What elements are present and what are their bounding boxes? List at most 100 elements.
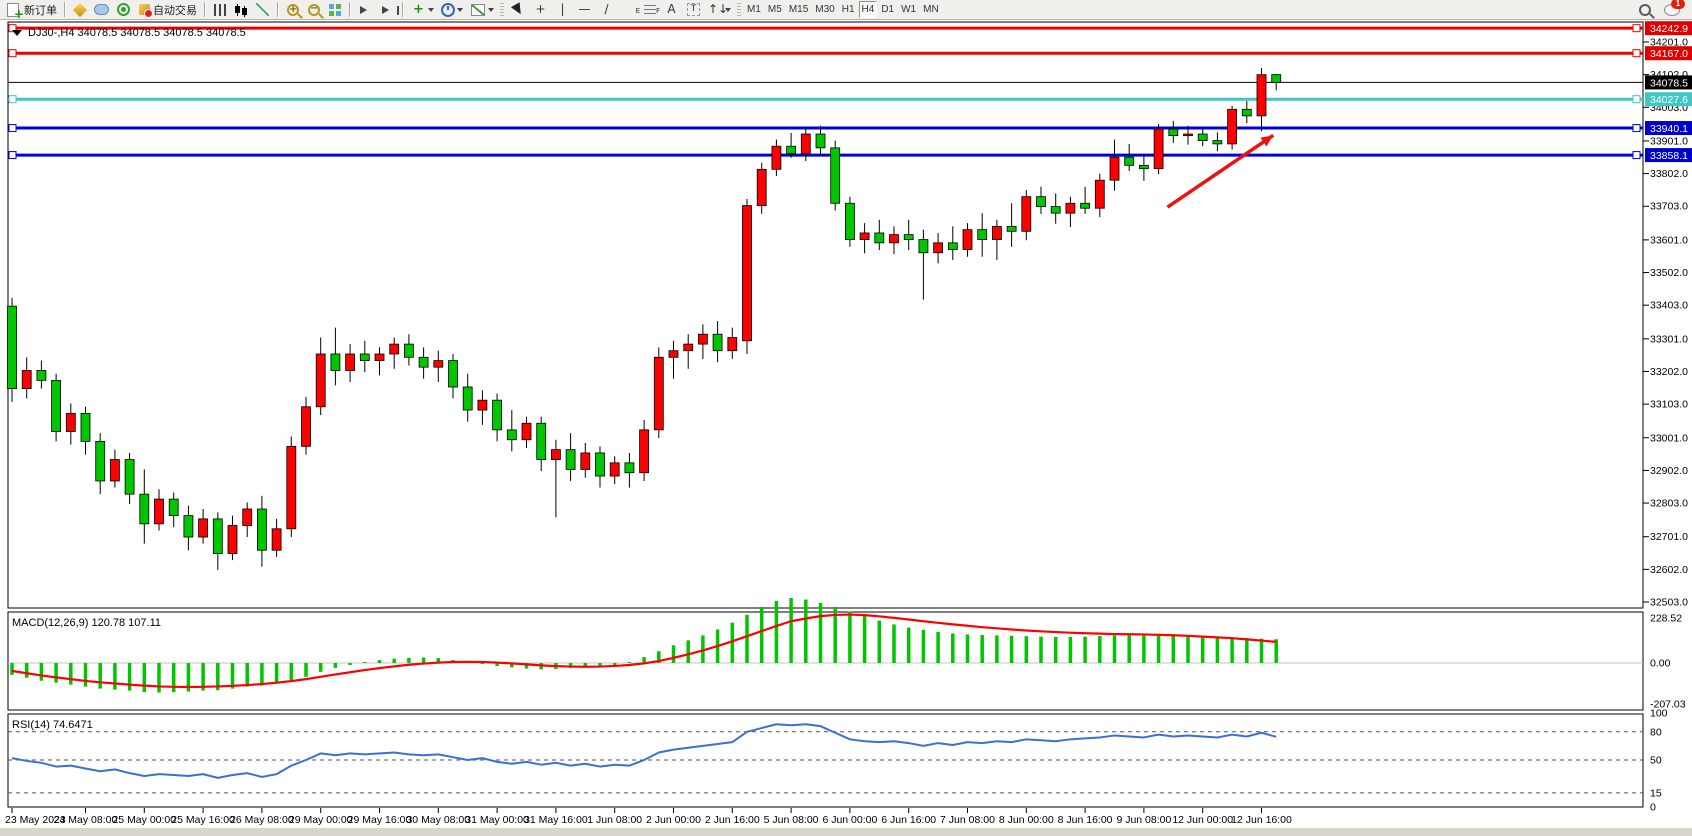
time-tick-label[interactable]: 2 Jun 00:00 xyxy=(646,814,701,826)
symbol-dropdown-icon[interactable] xyxy=(12,30,22,36)
candle xyxy=(933,242,943,254)
tf-w1-button[interactable]: W1 xyxy=(898,1,919,18)
indicators-button[interactable]: + xyxy=(408,1,437,18)
notifications-button[interactable]: 1 xyxy=(1661,0,1685,18)
tf-m5-button[interactable]: M5 xyxy=(765,1,785,18)
chart-shift-icon xyxy=(382,5,399,15)
new-order-button-label: 新订单 xyxy=(24,4,57,17)
cursor-button[interactable] xyxy=(507,1,529,18)
trend-arrow[interactable] xyxy=(1166,133,1275,209)
time-tick-label[interactable]: 24 May 08:00 xyxy=(54,814,118,826)
time-tick-label[interactable]: 6 Jun 00:00 xyxy=(822,814,877,826)
hline-handle[interactable] xyxy=(1632,95,1641,104)
hline-handle[interactable] xyxy=(8,95,17,104)
hline-handle[interactable] xyxy=(1632,24,1641,33)
price-badge xyxy=(1645,21,1692,36)
candle xyxy=(1153,128,1164,170)
time-tick-label[interactable]: 12 Jun 16:00 xyxy=(1231,814,1292,826)
time-tick-label[interactable]: 31 May 16:00 xyxy=(524,814,588,826)
market-button[interactable] xyxy=(70,1,90,18)
arrows-icon: ↑↓ xyxy=(708,2,729,16)
periods-button[interactable] xyxy=(438,1,466,18)
cursor-icon xyxy=(510,2,526,17)
time-tick-label[interactable]: 30 May 08:00 xyxy=(406,814,470,826)
tf-m15-button[interactable]: M15 xyxy=(786,1,811,18)
zoom-in-button[interactable] xyxy=(283,1,303,18)
hline-handle[interactable] xyxy=(8,124,17,133)
tf-m5-button-label: M5 xyxy=(767,4,782,15)
tf-d1-button[interactable]: D1 xyxy=(878,1,897,18)
toolbar-group-timeframes: M1 M5 M15 M30 H1 H4 D1 W1 MN xyxy=(744,1,942,18)
candle xyxy=(330,353,341,371)
tf-m30-button[interactable]: M30 xyxy=(812,1,837,18)
candlestick-chart-button[interactable] xyxy=(231,1,251,18)
rsi-label: RSI(14) 74.6471 xyxy=(12,719,93,731)
candle xyxy=(668,350,679,358)
trendline-button[interactable]: / xyxy=(596,1,617,18)
hline-handle[interactable] xyxy=(1632,49,1641,58)
price-tick-label: 33202.0 xyxy=(1650,366,1688,378)
time-tick-label[interactable]: 9 Jun 08:00 xyxy=(1116,814,1171,826)
autotrade-button[interactable]: 自动交易 xyxy=(135,1,200,18)
hline-handle[interactable] xyxy=(1632,151,1641,160)
candle xyxy=(874,232,885,244)
time-tick-label[interactable]: 31 May 00:00 xyxy=(465,814,529,826)
channel-button[interactable] xyxy=(618,1,639,19)
price-tick-label: 33802.0 xyxy=(1650,168,1688,180)
crosshair-button[interactable]: + xyxy=(530,1,551,18)
tf-mn-button[interactable]: MN xyxy=(920,1,942,18)
price-badge-label: 34078.5 xyxy=(1650,77,1688,89)
auto-scroll-icon xyxy=(360,5,371,14)
time-tick-label[interactable]: 8 Jun 00:00 xyxy=(999,814,1054,826)
candle xyxy=(256,508,267,551)
time-tick-label[interactable]: 8 Jun 16:00 xyxy=(1058,814,1113,826)
time-tick-label[interactable]: 29 May 16:00 xyxy=(348,814,412,826)
candle xyxy=(918,239,929,254)
trendline-icon: / xyxy=(604,2,609,16)
price-tick-label: 33703.0 xyxy=(1650,201,1688,213)
tf-h1-button[interactable]: H1 xyxy=(839,1,858,18)
community-button[interactable] xyxy=(91,1,112,18)
time-tick-label[interactable]: 7 Jun 08:00 xyxy=(940,814,995,826)
price-chart[interactable]: DJ30-,H4 34078.5 34078.5 34078.5 34078.5… xyxy=(0,20,1692,836)
search-button[interactable] xyxy=(1635,1,1655,18)
time-tick-label[interactable]: 6 Jun 16:00 xyxy=(881,814,936,826)
hline-handle[interactable] xyxy=(8,24,17,33)
hline-handle[interactable] xyxy=(1632,124,1641,133)
time-tick-label[interactable]: 29 May 00:00 xyxy=(289,814,353,826)
new-order-button[interactable]: 新订单 xyxy=(3,1,60,22)
time-tick-label[interactable]: 23 May 2023 xyxy=(5,814,66,826)
time-tick-label[interactable]: 25 May 16:00 xyxy=(171,814,235,826)
chart-shift-button[interactable] xyxy=(377,1,399,18)
candle xyxy=(448,360,458,388)
hline-handle[interactable] xyxy=(8,49,17,58)
horizontal-line-button[interactable]: — xyxy=(574,1,595,18)
signals-button[interactable] xyxy=(113,1,134,18)
candle xyxy=(1109,156,1120,181)
price-badge-label: 34242.9 xyxy=(1650,23,1688,35)
time-tick-label[interactable]: 1 Jun 08:00 xyxy=(587,814,642,826)
text-button[interactable]: A xyxy=(661,1,682,18)
tf-h4-button[interactable]: H4 xyxy=(858,1,878,18)
candle xyxy=(477,399,488,411)
arrows-button[interactable]: ↑↓ xyxy=(705,1,734,18)
zoom-out-button[interactable] xyxy=(304,1,324,18)
text-label-button[interactable]: T xyxy=(683,1,704,18)
templates-button[interactable] xyxy=(467,1,497,18)
fibonacci-button[interactable] xyxy=(640,1,660,19)
time-tick-label[interactable]: 2 Jun 16:00 xyxy=(705,814,760,826)
candle xyxy=(889,234,899,244)
candle xyxy=(389,343,400,355)
tf-m1-button[interactable]: M1 xyxy=(744,1,764,18)
time-tick-label[interactable]: 12 Jun 00:00 xyxy=(1172,814,1233,826)
time-tick-label[interactable]: 26 May 08:00 xyxy=(230,814,294,826)
line-chart-button[interactable] xyxy=(252,1,273,18)
vertical-line-button[interactable]: | xyxy=(552,1,573,18)
hline-handle[interactable] xyxy=(8,151,17,160)
bar-chart-button[interactable] xyxy=(210,1,230,18)
tile-windows-button[interactable] xyxy=(325,1,345,18)
time-tick-label[interactable]: 5 Jun 08:00 xyxy=(764,814,819,826)
candle xyxy=(977,229,988,240)
auto-scroll-button[interactable] xyxy=(355,1,376,18)
time-tick-label[interactable]: 25 May 00:00 xyxy=(112,814,176,826)
